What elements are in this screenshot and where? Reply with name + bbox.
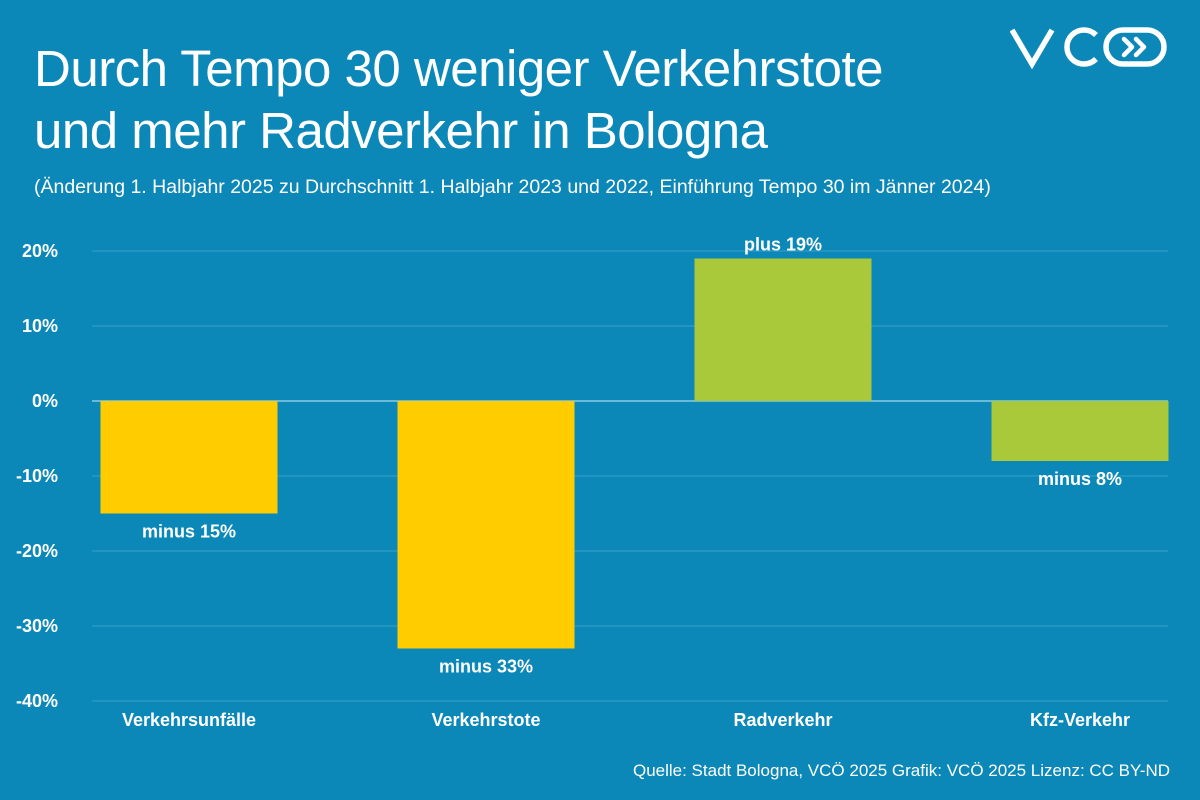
x-category-label: Verkehrstote [431, 710, 540, 730]
data-label: minus 15% [142, 522, 236, 542]
title-line-2: und mehr Radverkehr in Bologna [34, 102, 768, 159]
bar-kfz-verkehr [991, 401, 1169, 461]
title-line-1: Durch Tempo 30 weniger Verkehrstote [34, 40, 884, 97]
data-label: minus 33% [439, 657, 533, 677]
bar-verkehrsunf-lle [100, 401, 278, 514]
y-tick-label: -20% [16, 541, 58, 561]
bar-radverkehr [694, 258, 872, 401]
y-tick-label: -10% [16, 466, 58, 486]
bar-verkehrstote [397, 401, 575, 649]
y-tick-label: 10% [22, 316, 58, 336]
y-tick-label: 0% [32, 391, 58, 411]
x-category-label: Kfz-Verkehr [1030, 710, 1130, 730]
data-label: plus 19% [744, 235, 822, 255]
source-note: Quelle: Stadt Bologna, VCÖ 2025 Grafik: … [632, 761, 1170, 780]
vco-logo [1010, 27, 1167, 70]
logo-letter-c [1064, 27, 1098, 67]
chart-title: Durch Tempo 30 weniger Verkehrstote und … [34, 38, 994, 162]
y-tick-label: -30% [16, 616, 58, 636]
x-category-label: Radverkehr [733, 710, 832, 730]
logo-letter-v [1010, 28, 1055, 70]
y-tick-label: -40% [16, 691, 58, 711]
data-label: minus 8% [1038, 469, 1122, 489]
chart-subtitle: (Änderung 1. Halbjahr 2025 zu Durchschni… [34, 176, 991, 198]
double-chevron-right-icon [1121, 36, 1147, 58]
y-tick-label: 20% [22, 241, 58, 261]
logo-letter-o [1103, 27, 1167, 67]
x-category-label: Verkehrsunfälle [122, 710, 256, 730]
